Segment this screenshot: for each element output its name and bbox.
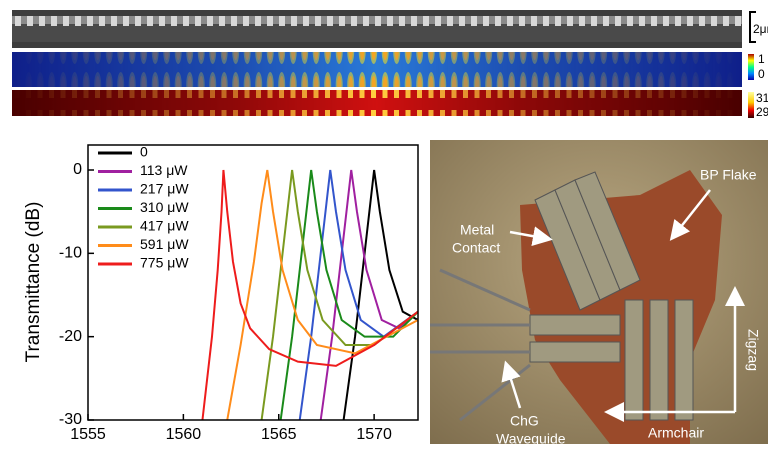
colorbar-min: 298K	[756, 105, 768, 119]
metal-contact-label: Contact	[452, 240, 500, 256]
legend-label: 217 μW	[140, 181, 189, 197]
legend-label: 113 μW	[140, 162, 188, 178]
x-tick-label: 1555	[70, 426, 106, 443]
waveguide-label: ChG	[510, 413, 539, 429]
colorbar-min: 0	[758, 67, 765, 81]
y-tick-label: -10	[59, 245, 82, 262]
armchair-label: Armchair	[648, 425, 704, 441]
bp-flake-label: BP Flake	[700, 167, 757, 183]
top-panel: 2μm 1 0 314K 298K	[12, 10, 768, 119]
y-tick-label: 0	[73, 161, 82, 178]
sem-grating	[12, 16, 742, 42]
microscope-photo: BP Flake Metal Contact ChG Waveguide Zig…	[430, 140, 768, 444]
metal-contact-label: Metal	[460, 222, 494, 238]
figure: 2μm 1 0 314K 298K Transmittance (dB) 0 -1…	[0, 0, 768, 444]
zigzag-label: Zigzag	[745, 329, 761, 371]
legend-label: 417 μW	[140, 218, 189, 234]
field-colorbar	[748, 54, 754, 80]
plot-frame	[88, 145, 418, 420]
y-tick-label: -20	[59, 328, 82, 345]
field-stripes	[12, 52, 742, 87]
colorbar-max: 314K	[756, 91, 768, 105]
y-axis-label: Transmittance (dB)	[23, 202, 44, 363]
colorbar-max: 1	[758, 52, 765, 66]
x-tick-label: 1560	[166, 426, 202, 443]
x-tick-label: 1565	[261, 426, 297, 443]
legend-label: 775 μW	[140, 255, 189, 271]
waveguide-label: Waveguide	[496, 431, 566, 444]
x-tick-label: 1570	[356, 426, 392, 443]
legend-label: 0	[140, 144, 148, 160]
temperature-colorbar	[748, 92, 754, 118]
series-line	[344, 170, 418, 420]
thermal-stripes	[12, 90, 742, 116]
series-line	[227, 170, 418, 420]
scale-bar-label: 2μm	[753, 22, 768, 36]
legend-label: 591 μW	[140, 236, 189, 252]
legend-label: 310 μW	[140, 199, 189, 215]
